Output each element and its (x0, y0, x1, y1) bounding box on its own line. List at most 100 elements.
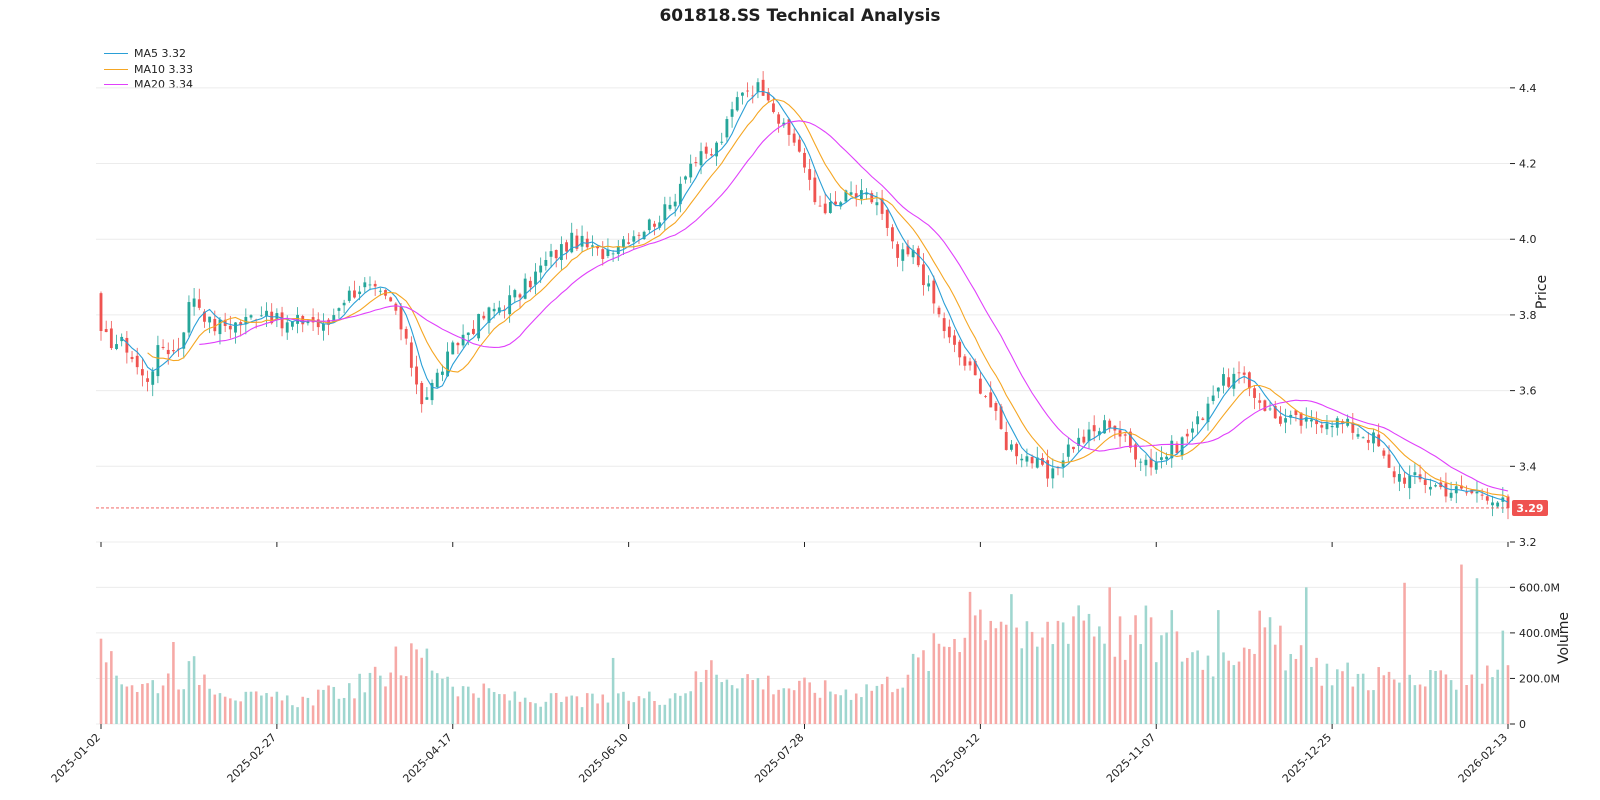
candle-body (1128, 431, 1132, 448)
volume-bar (1496, 669, 1499, 724)
candle-body (1310, 419, 1313, 422)
candle-body (906, 245, 910, 255)
volume-bar (860, 697, 863, 724)
volume-bar (761, 689, 765, 724)
volume-bar (187, 661, 191, 724)
volume-bar (203, 674, 206, 724)
volume-bar (1154, 662, 1158, 724)
candle-body (777, 114, 781, 124)
volume-bar (141, 684, 144, 724)
candle-body (647, 219, 651, 231)
volume-bar (280, 700, 284, 724)
volume-bar (1139, 644, 1143, 724)
candle-body (818, 205, 822, 207)
volume-bar (699, 682, 703, 724)
volume-bar (368, 672, 372, 724)
candle-body (166, 349, 170, 355)
candle-body (973, 360, 977, 376)
candle-body (787, 119, 791, 135)
candle-body (290, 321, 294, 327)
candle-body (958, 341, 962, 358)
candle-body (234, 322, 237, 333)
volume-bar (198, 684, 201, 724)
volume-bar (1196, 650, 1199, 724)
candle-body (1087, 429, 1091, 442)
volume-bar (539, 706, 542, 724)
candle-body (1046, 460, 1050, 479)
ma5-line (121, 90, 1509, 503)
candle-body (1227, 377, 1231, 387)
candle-body (249, 315, 253, 318)
candle-body (554, 250, 558, 259)
candle-body (901, 249, 905, 261)
candle-body (772, 103, 775, 113)
volume-bar (870, 690, 874, 724)
candle-body (528, 280, 532, 288)
candle-body (363, 282, 367, 288)
volume-bar (1304, 587, 1308, 724)
candle-body (477, 313, 481, 339)
candle-body (1160, 457, 1163, 460)
volume-bar (363, 692, 367, 724)
volume-bar (813, 692, 817, 724)
candle-body (203, 311, 206, 322)
candle-body (497, 307, 501, 313)
volume-bar (906, 674, 910, 724)
volume-bar (725, 679, 729, 724)
candle-body (891, 227, 894, 242)
volume-bar (270, 696, 273, 724)
volume-bar (441, 678, 444, 724)
candle-body (446, 351, 449, 377)
volume-bar (1372, 690, 1375, 724)
candle-body (1108, 420, 1112, 428)
volume-bar (1341, 671, 1344, 724)
volume-bar (1392, 679, 1396, 724)
candle-body (192, 298, 196, 307)
volume-bar (1180, 661, 1184, 724)
candle-body (280, 312, 284, 329)
volume-bar (1470, 674, 1474, 724)
candle-body (1330, 425, 1334, 428)
volume-bar (637, 696, 641, 724)
candle-body (1092, 425, 1096, 432)
price-tick-label: 4.0 (1519, 233, 1537, 246)
volume-bar (1004, 624, 1008, 724)
candle-body (689, 163, 693, 178)
candle-body (792, 133, 796, 143)
candle-body (1403, 477, 1406, 484)
volume-bar (1134, 615, 1137, 724)
candle-body (559, 244, 563, 261)
volume-bar (327, 685, 330, 724)
candle-body (1175, 443, 1179, 454)
legend-name-ma5: MA5 (134, 47, 159, 60)
volume-bar (1186, 657, 1189, 724)
volume-bar (1025, 621, 1029, 724)
volume-bar (1030, 631, 1034, 724)
candle-body (518, 294, 522, 298)
volume-bar (1273, 644, 1277, 724)
candle-body (1397, 473, 1401, 482)
candle-body (932, 280, 936, 304)
volume-bar (1211, 676, 1215, 724)
volume-bar (1242, 647, 1246, 724)
candle-body (834, 201, 837, 205)
candle-body (1216, 387, 1220, 392)
candle-body (492, 308, 496, 312)
volume-bar (1268, 617, 1272, 724)
volume-bar (161, 685, 165, 724)
volume-bar (1010, 594, 1013, 724)
candle-body (1413, 472, 1417, 476)
candle-body (1485, 496, 1489, 501)
volume-bar (720, 682, 724, 724)
candle-body (1232, 373, 1236, 389)
candle-body (678, 183, 682, 205)
volume-tick-label: 0 (1519, 718, 1526, 731)
volume-bar (1361, 673, 1365, 724)
candle-body (1004, 432, 1008, 450)
volume-bar (1367, 690, 1370, 724)
volume-bar (1118, 616, 1122, 724)
volume-bar (1051, 644, 1055, 724)
volume-bar (1310, 666, 1313, 724)
candle-body (347, 290, 351, 301)
